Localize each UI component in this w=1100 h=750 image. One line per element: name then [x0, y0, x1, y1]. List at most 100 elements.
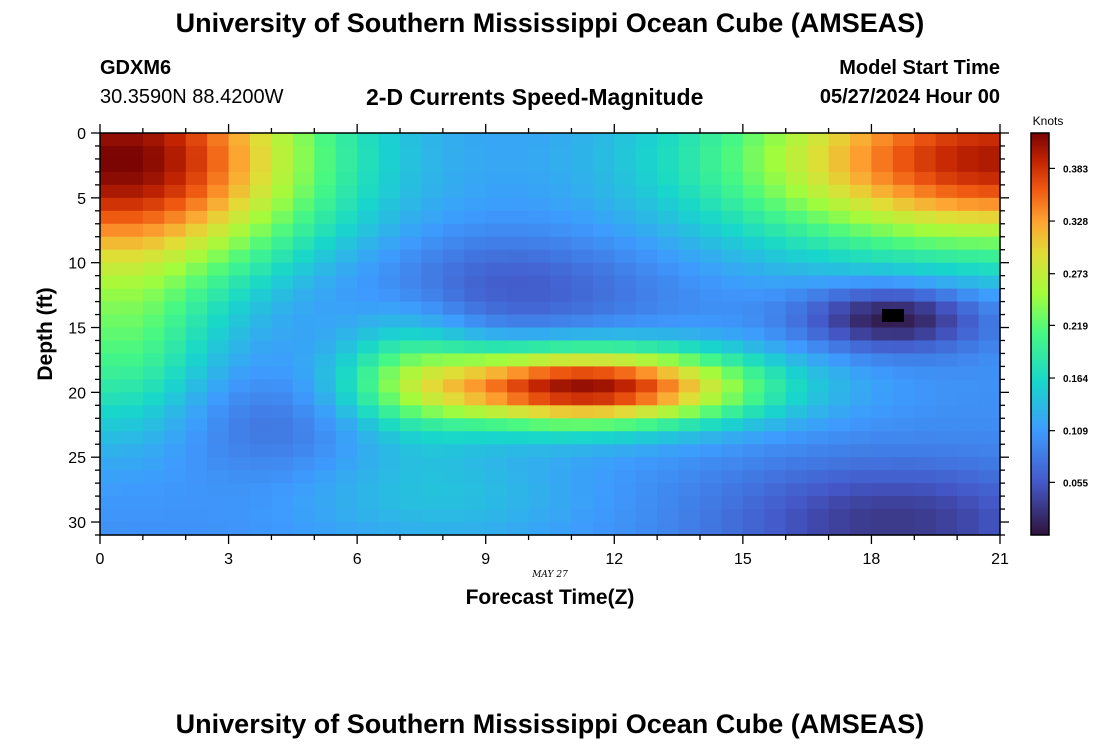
heatmap-cell	[785, 197, 808, 212]
heatmap-cell	[657, 522, 680, 536]
heatmap-cell	[164, 184, 187, 199]
heatmap-cell	[657, 509, 680, 523]
heatmap-cell	[657, 470, 680, 484]
heatmap-cell	[142, 184, 165, 199]
heatmap-cell	[485, 158, 508, 173]
heatmap-cell	[700, 275, 723, 290]
heatmap-cell	[871, 133, 894, 147]
heatmap-cell	[142, 522, 165, 536]
heatmap-cell	[228, 379, 251, 393]
heatmap-cell	[485, 184, 508, 199]
heatmap-cell	[550, 171, 573, 186]
heatmap-cell	[550, 314, 573, 329]
heatmap-cell	[250, 145, 273, 160]
heatmap-cell	[785, 418, 808, 432]
heatmap-cell	[614, 353, 637, 368]
heatmap-cell	[485, 444, 508, 458]
heatmap-cell	[228, 301, 251, 316]
heatmap-cell	[807, 158, 830, 173]
heatmap-cell	[142, 249, 165, 264]
heatmap-cell	[850, 457, 873, 471]
heatmap-cell	[764, 470, 787, 484]
heatmap-cell	[507, 444, 530, 458]
heatmap-cell	[485, 275, 508, 290]
heatmap-cell	[357, 522, 380, 536]
heatmap-cell	[892, 353, 915, 368]
heatmap-cell	[228, 496, 251, 510]
heatmap-cell	[335, 431, 358, 445]
heatmap-cell	[228, 418, 251, 432]
heatmap-cell	[164, 496, 187, 510]
heatmap-cell	[764, 145, 787, 160]
heatmap-cell	[721, 379, 744, 393]
heatmap-cell	[807, 210, 830, 225]
heatmap-cell	[871, 249, 894, 264]
heatmap-cell	[335, 392, 358, 406]
heatmap-cell	[185, 405, 208, 419]
heatmap-cell	[164, 210, 187, 225]
heatmap-cell	[357, 171, 380, 186]
heatmap-cell	[100, 457, 123, 471]
heatmap-cell	[271, 457, 294, 471]
heatmap-cell	[592, 210, 615, 225]
heatmap-cell	[421, 353, 444, 368]
heatmap-cell	[614, 133, 637, 147]
colorbar-tick-label: 0.383	[1063, 164, 1088, 175]
heatmap-cell	[442, 405, 465, 419]
heatmap-cell	[807, 444, 830, 458]
heatmap-cell	[335, 236, 358, 251]
heatmap-cell	[700, 509, 723, 523]
heatmap-cell	[400, 457, 423, 471]
heatmap-cell	[185, 262, 208, 277]
heatmap-cell	[935, 275, 958, 290]
heatmap-cell	[700, 431, 723, 445]
heatmap-cell	[614, 327, 637, 342]
heatmap-cell	[635, 418, 658, 432]
heatmap-cell	[400, 145, 423, 160]
heatmap-cell	[892, 522, 915, 536]
heatmap-cell	[400, 366, 423, 380]
heatmap-cell	[207, 457, 230, 471]
heatmap-cell	[464, 288, 487, 303]
heatmap-cell	[785, 470, 808, 484]
heatmap-cell	[421, 392, 444, 406]
heatmap-cell	[442, 431, 465, 445]
heatmap-cell	[464, 379, 487, 393]
heatmap-cell	[571, 483, 594, 497]
heatmap-cell	[485, 301, 508, 316]
heatmap-cell	[442, 483, 465, 497]
heatmap-cell	[464, 457, 487, 471]
heatmap-cell	[592, 184, 615, 199]
heatmap-cell	[742, 327, 765, 342]
heatmap-cell	[378, 133, 401, 147]
station-coords: 30.3590N 88.4200W	[100, 86, 284, 108]
heatmap-cell	[314, 262, 337, 277]
heatmap-cell	[635, 496, 658, 510]
heatmap-cell	[957, 496, 980, 510]
y-tick-label: 15	[68, 321, 86, 338]
heatmap-cell	[357, 158, 380, 173]
heatmap-cell	[271, 444, 294, 458]
heatmap-cell	[400, 262, 423, 277]
heatmap-cell	[142, 340, 165, 355]
heatmap-cell	[892, 509, 915, 523]
heatmap-cell	[250, 288, 273, 303]
heatmap-cell	[442, 392, 465, 406]
heatmap-cell	[142, 197, 165, 212]
heatmap-cell	[571, 353, 594, 368]
heatmap-cell	[164, 353, 187, 368]
heatmap-cell	[421, 509, 444, 523]
heatmap-cell	[400, 327, 423, 342]
heatmap-cell	[121, 288, 144, 303]
heatmap-cell	[207, 133, 230, 147]
heatmap-cell	[592, 197, 615, 212]
heatmap-cell	[914, 133, 937, 147]
heatmap-cell	[914, 314, 937, 329]
heatmap-cell	[335, 197, 358, 212]
heatmap-cell	[485, 418, 508, 432]
heatmap-cell	[914, 236, 937, 251]
heatmap-cell	[228, 431, 251, 445]
heatmap-cell	[485, 262, 508, 277]
heatmap-cell	[828, 301, 851, 316]
heatmap-cell	[357, 288, 380, 303]
